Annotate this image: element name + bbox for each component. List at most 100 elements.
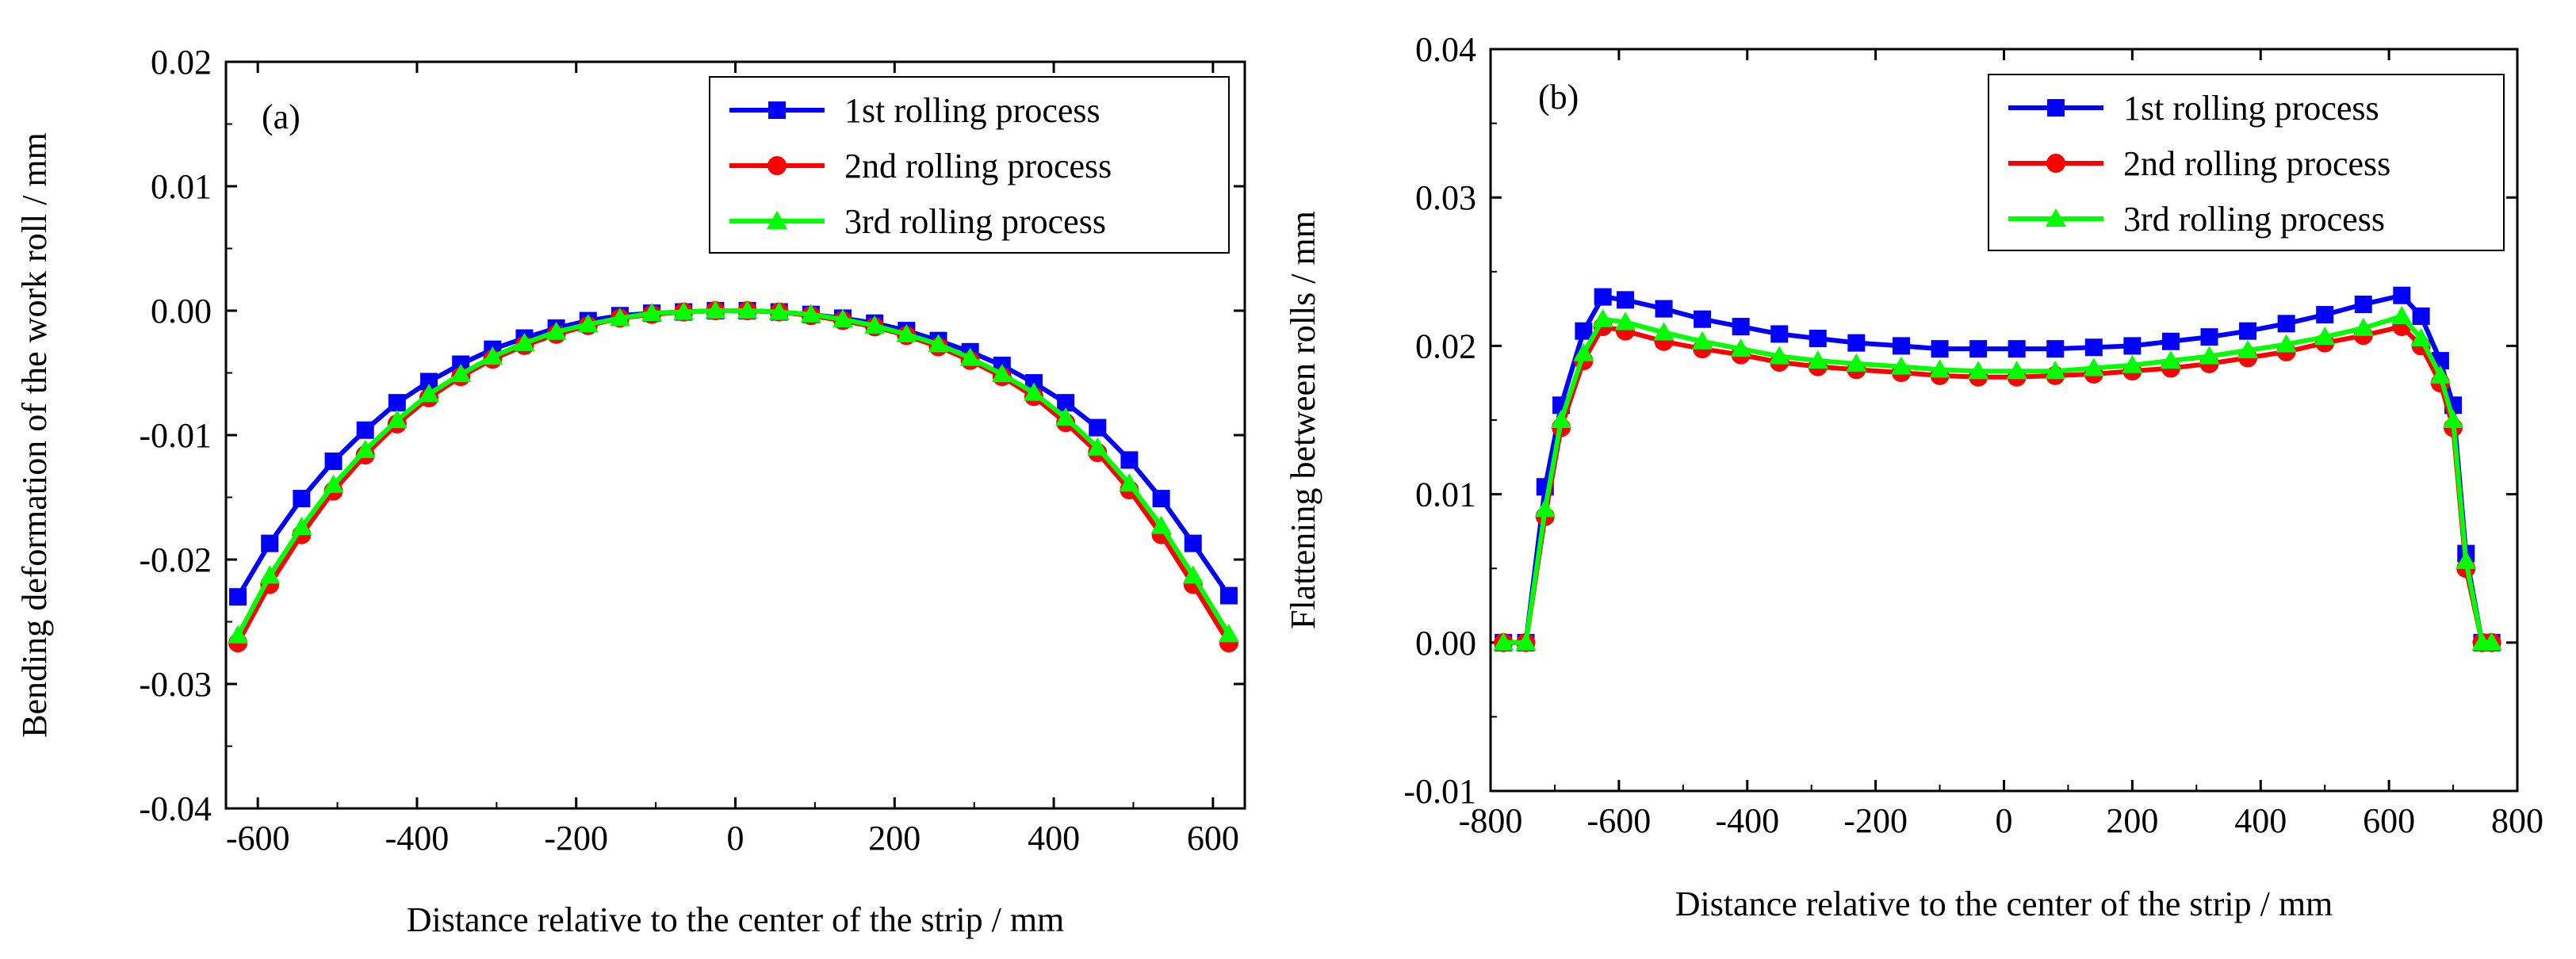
- y-tick-label: 0.01: [151, 167, 212, 206]
- data-point: [1929, 359, 1950, 378]
- data-point: [2008, 340, 2026, 358]
- data-point: [2122, 354, 2143, 373]
- data-point: [2276, 334, 2297, 353]
- data-point: [2412, 307, 2430, 325]
- chart-panel-a: -600 -400 -200 0 200 400 600 -0.04 -0.03 -0.02 -0.…: [15, 43, 1246, 939]
- chart-panel-b: -800 -600 -400 -200 0 200 400 600 800 -0.01 0.00 0.…: [1284, 30, 2543, 923]
- data-point: [1150, 515, 1172, 534]
- data-point: [1694, 310, 1712, 328]
- data-point: [737, 300, 758, 319]
- data-point: [928, 334, 949, 353]
- y-tick-label: 0.02: [1415, 327, 1476, 365]
- data-point: [800, 304, 821, 323]
- x-tick-label: 600: [2363, 801, 2415, 840]
- series-3: [1493, 305, 2502, 651]
- data-point: [1655, 300, 1673, 318]
- legend-marker: [767, 211, 787, 229]
- data-point: [291, 517, 312, 536]
- x-tick-label: -800: [1459, 801, 1523, 840]
- data-point: [1182, 565, 1204, 584]
- data-point: [673, 301, 695, 320]
- data-point: [323, 474, 344, 493]
- x-tick-label: 400: [2234, 801, 2287, 840]
- data-point: [1219, 586, 1238, 605]
- x-axis-title: Distance relative to the center of the s…: [1675, 884, 2333, 923]
- data-point: [419, 373, 438, 391]
- data-point: [1023, 382, 1044, 401]
- data-point: [1184, 534, 1202, 552]
- data-point: [1592, 308, 1613, 327]
- data-point: [1119, 473, 1140, 492]
- x-axis-title: Distance relative to the center of the s…: [407, 900, 1065, 939]
- legend-label: 2nd rolling process: [2123, 144, 2390, 183]
- data-point: [1732, 318, 1750, 336]
- x-tick-label: 0: [1996, 801, 2013, 840]
- data-point: [1692, 330, 1713, 350]
- legend-item: 2nd rolling process: [729, 147, 1112, 185]
- legend-label: 2nd rolling process: [844, 147, 1112, 185]
- data-point: [2160, 350, 2181, 369]
- legend-item: 2nd rolling process: [2008, 144, 2390, 183]
- data-point: [705, 300, 726, 319]
- series-2: [1494, 317, 2501, 652]
- x-tick-label: -400: [1715, 801, 1779, 840]
- data-point: [228, 625, 249, 644]
- data-point: [545, 321, 567, 340]
- data-point: [1809, 330, 1827, 348]
- data-point: [229, 588, 247, 606]
- data-point: [2391, 305, 2413, 324]
- data-point: [1969, 340, 1988, 358]
- data-point: [1152, 490, 1170, 508]
- data-point: [259, 565, 281, 584]
- legend-label: 1st rolling process: [2123, 89, 2379, 128]
- data-point: [324, 452, 343, 470]
- data-point: [2237, 340, 2259, 359]
- data-point: [2429, 365, 2451, 384]
- legend-label: 3rd rolling process: [844, 202, 1106, 241]
- y-tick-label: 0.00: [151, 292, 212, 330]
- legend-item: 3rd rolling process: [729, 202, 1106, 241]
- data-point: [1769, 346, 1790, 365]
- data-point: [2455, 550, 2477, 569]
- data-point: [1807, 350, 1828, 369]
- data-point: [1594, 288, 1612, 306]
- data-point: [2200, 328, 2218, 346]
- x-tick-label: 200: [868, 819, 921, 858]
- data-point: [991, 364, 1012, 383]
- data-point: [1614, 311, 1636, 330]
- x-tick-label: 0: [727, 819, 744, 858]
- data-point: [418, 384, 439, 403]
- legend-marker: [2046, 208, 2066, 227]
- y-axis-title: Bending deformation of the work roll / m…: [15, 132, 54, 738]
- data-point: [1055, 407, 1077, 426]
- legend: 1st rolling process 2nd rolling process 3r…: [709, 76, 1230, 254]
- data-point: [768, 301, 790, 320]
- data-point: [1653, 322, 1675, 341]
- series-3: [228, 300, 1239, 644]
- data-point: [261, 534, 279, 552]
- data-point: [2083, 357, 2104, 376]
- y-axis-title: Flattening between rolls / mm: [1284, 211, 1322, 629]
- panel-label: (b): [1538, 78, 1579, 117]
- legend-item: 1st rolling process: [2008, 89, 2379, 128]
- x-tick-label: -600: [226, 819, 290, 858]
- y-tick-label: -0.04: [139, 789, 212, 828]
- data-point: [1931, 340, 1949, 358]
- legend-label: 1st rolling process: [844, 91, 1100, 130]
- data-point: [450, 364, 472, 383]
- series-2: [228, 301, 1238, 653]
- data-point: [2084, 338, 2103, 357]
- data-point: [2046, 340, 2065, 358]
- y-tick-label: -0.02: [139, 541, 212, 579]
- y-tick-label: 0.03: [1415, 178, 1476, 217]
- data-point: [2352, 317, 2374, 336]
- data-point: [1893, 337, 1910, 355]
- data-point: [354, 439, 376, 458]
- legend-marker: [2047, 99, 2065, 117]
- data-point: [2316, 306, 2334, 324]
- data-point: [833, 308, 854, 327]
- data-point: [1515, 632, 1537, 651]
- data-point: [482, 346, 503, 365]
- y-tick-label: 0.04: [1415, 30, 1476, 69]
